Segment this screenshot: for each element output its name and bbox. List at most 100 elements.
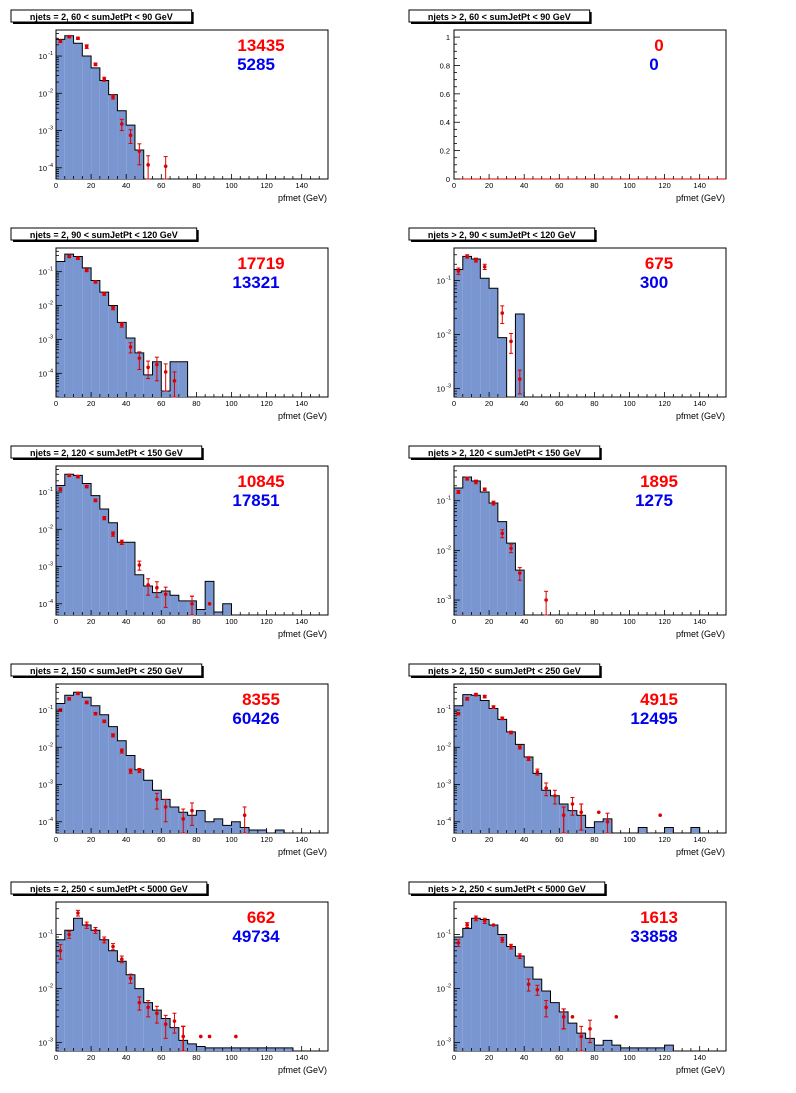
histogram-bar <box>647 1047 656 1051</box>
histogram-panel: njets = 2, 60 < sumJetPt < 90 GeV 0 20 40 60… <box>0 2 398 220</box>
histogram-bar <box>91 705 100 833</box>
data-point <box>102 77 107 81</box>
histogram-bar <box>568 1023 577 1051</box>
histogram-bar <box>629 1047 639 1051</box>
data-point <box>128 133 133 137</box>
data-point <box>491 501 496 505</box>
count-red: 10845 <box>237 472 284 491</box>
histogram-bar <box>603 1040 612 1051</box>
histogram-bar <box>64 695 74 833</box>
data-point <box>67 254 71 259</box>
y-tick-label: 10 <box>39 268 47 277</box>
data-point <box>128 976 133 981</box>
histogram-bar <box>64 930 74 1051</box>
histogram-bar <box>64 35 74 180</box>
data-point <box>93 711 98 716</box>
histogram-bar <box>275 1047 285 1051</box>
histogram-panel: njets > 2, 90 < sumJetPt < 120 GeV 0 20 40 6… <box>398 220 796 438</box>
y-tick-label: 10 <box>39 1039 47 1048</box>
y-tick-label: 0.2 <box>440 147 450 156</box>
x-tick-label: 60 <box>555 181 563 190</box>
x-tick-label: 140 <box>693 835 706 844</box>
histogram-bar <box>585 1038 595 1051</box>
histogram-bar <box>515 314 525 397</box>
histogram-bar <box>56 39 65 179</box>
data-point <box>500 531 505 536</box>
y-tick-exponent: -4 <box>48 817 53 823</box>
histogram-bar <box>524 967 533 1051</box>
histogram-bar <box>480 700 490 833</box>
histogram-bar <box>594 1045 604 1051</box>
data-point <box>163 1022 168 1026</box>
x-tick-label: 80 <box>192 1053 200 1062</box>
y-tick-label: 10 <box>39 335 47 344</box>
y-tick-exponent: -2 <box>446 545 451 551</box>
data-point <box>163 592 168 597</box>
histogram-bar <box>454 488 463 615</box>
x-axis-label: pfmet (GeV) <box>676 629 725 639</box>
histogram-bar <box>550 795 560 833</box>
y-tick-exponent: -3 <box>446 780 451 786</box>
x-tick-label: 140 <box>295 1053 308 1062</box>
histogram-bar <box>82 56 92 179</box>
x-tick-label: 20 <box>485 399 493 408</box>
data-point <box>474 480 478 484</box>
data-point <box>120 749 124 753</box>
count-blue: 60426 <box>232 709 279 728</box>
histogram-bar <box>205 581 214 615</box>
x-axis-label: pfmet (GeV) <box>676 1065 725 1075</box>
data-point <box>579 810 584 815</box>
y-tick-label: 10 <box>39 706 47 715</box>
y-tick-label: 10 <box>39 563 47 572</box>
title-box <box>10 881 208 895</box>
histogram-bar <box>462 928 472 1051</box>
histogram-bar <box>655 1047 665 1051</box>
y-tick-exponent: -2 <box>48 88 53 94</box>
chart-title: njets = 2, 250 < sumJetPt < 5000 GeV <box>30 884 188 894</box>
x-tick-label: 140 <box>693 181 706 190</box>
x-tick-label: 20 <box>87 1053 95 1062</box>
count-blue: 1275 <box>635 491 673 510</box>
histogram-bar <box>117 740 127 833</box>
title-box <box>408 881 606 895</box>
histogram-bar <box>152 592 162 615</box>
y-tick-label: 10 <box>39 818 47 827</box>
y-tick-label: 10 <box>437 743 445 752</box>
y-tick-label: 1 <box>446 33 450 42</box>
x-tick-label: 40 <box>122 399 130 408</box>
data-point <box>146 583 150 587</box>
histogram-svg: njets = 2, 60 < sumJetPt < 90 GeV 0 20 40 60… <box>10 9 329 203</box>
histogram-bar <box>178 361 188 397</box>
y-tick-label: 10 <box>437 546 445 555</box>
histogram-bar <box>611 1045 621 1051</box>
y-tick-exponent: -1 <box>48 930 53 936</box>
data-point <box>465 923 469 927</box>
count-red: 17719 <box>237 254 284 273</box>
histogram-bar <box>489 925 498 1051</box>
data-point <box>67 473 71 478</box>
x-tick-label: 80 <box>192 617 200 626</box>
data-point <box>111 306 115 310</box>
histogram-bar <box>497 934 507 1051</box>
histogram-bar <box>664 1045 674 1051</box>
title-box <box>408 445 601 459</box>
histogram-bar <box>82 697 92 833</box>
histogram-bar <box>117 110 127 179</box>
histogram-bar <box>126 974 135 1051</box>
histogram-bar <box>471 695 481 833</box>
histogram-bar <box>64 254 74 397</box>
x-tick-label: 60 <box>157 399 165 408</box>
x-tick-label: 100 <box>623 399 636 408</box>
histogram-bar <box>134 352 144 397</box>
data-point <box>146 365 150 370</box>
x-tick-label: 140 <box>693 399 706 408</box>
histogram-bar <box>585 827 595 833</box>
x-tick-label: 40 <box>520 835 528 844</box>
y-tick-label: 10 <box>437 277 445 286</box>
data-point <box>509 546 513 551</box>
histogram-bar <box>489 502 498 615</box>
x-tick-label: 80 <box>192 399 200 408</box>
histogram-bar <box>91 495 100 615</box>
histogram-svg: njets > 2, 250 < sumJetPt < 5000 GeV 0 20 4… <box>408 881 727 1075</box>
x-tick-label: 80 <box>192 181 200 190</box>
